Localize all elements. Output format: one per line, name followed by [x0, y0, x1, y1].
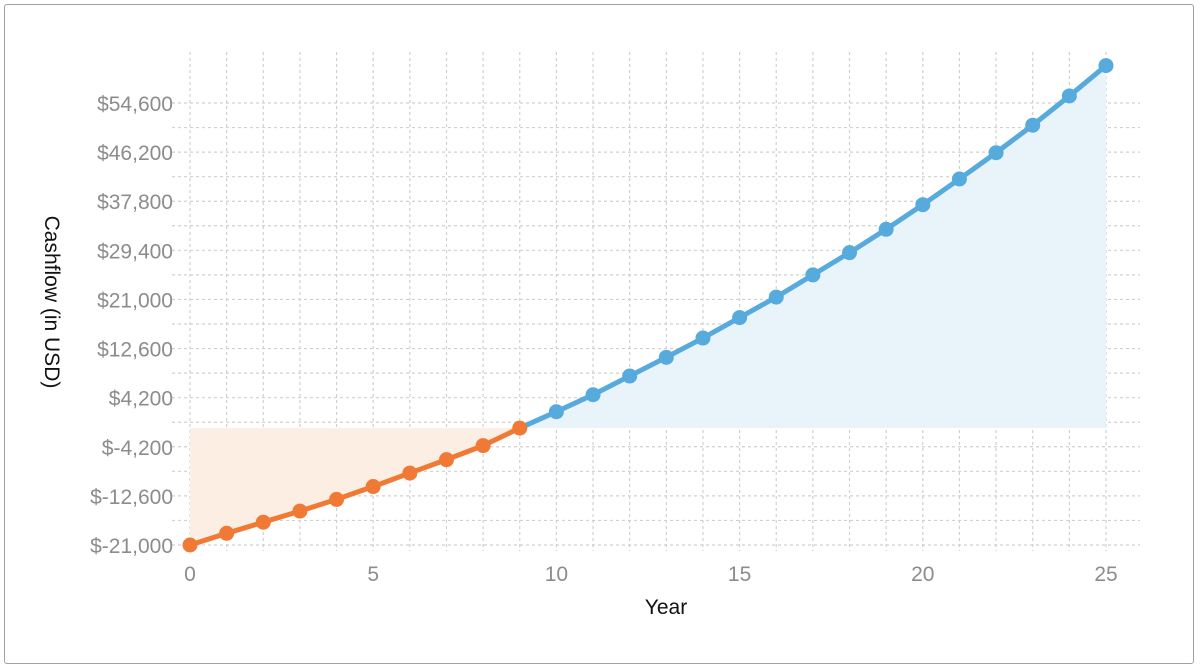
negative-series-line [187, 425, 523, 548]
data-point [438, 452, 454, 468]
data-point [292, 503, 308, 519]
data-point [548, 404, 564, 420]
x-tick-label: 10 [545, 563, 568, 586]
data-point [622, 368, 638, 384]
x-tick-label: 25 [1094, 563, 1117, 586]
data-point [512, 420, 528, 436]
data-point [585, 387, 601, 403]
x-tick-labels: 0 5 10 15 20 25 [184, 563, 1118, 586]
data-point [768, 289, 784, 305]
x-axis-title: Year [645, 596, 687, 619]
data-point [951, 171, 967, 187]
y-tick-label: $21,000 [97, 289, 173, 312]
x-tick-label: 20 [911, 563, 934, 586]
y-tick-label: $-12,600 [90, 486, 173, 509]
data-point [658, 349, 674, 365]
data-point [842, 245, 858, 261]
y-tick-label: $12,600 [97, 339, 173, 362]
data-point [988, 145, 1004, 161]
data-point [695, 330, 711, 346]
y-tick-label: $-4,200 [102, 437, 173, 460]
y-tick-label: $-21,000 [90, 535, 173, 558]
y-tick-label: $4,200 [109, 388, 173, 411]
y-tick-label: $54,600 [97, 93, 173, 116]
data-point [219, 525, 235, 541]
data-point [402, 465, 418, 481]
series-points [182, 58, 1114, 553]
positive-area [519, 65, 1106, 429]
data-point [365, 479, 381, 495]
y-tick-labels: $-21,000 $-12,600 $-4,200 $4,200 $12,600 $21,… [90, 93, 173, 558]
data-point [805, 267, 821, 283]
y-tick-label: $29,400 [97, 240, 173, 263]
data-point [255, 514, 271, 530]
y-axis-title: Cashflow (in USD) [40, 216, 63, 389]
x-tick-label: 0 [184, 563, 196, 586]
data-point [878, 221, 894, 237]
area-fills [190, 65, 1106, 545]
x-tick-label: 15 [728, 563, 751, 586]
data-point [1098, 58, 1114, 74]
y-tick-label: $46,200 [97, 142, 173, 165]
data-point [475, 438, 491, 454]
y-tick-label: $37,800 [97, 191, 173, 214]
negative-area [190, 428, 520, 545]
data-point [915, 197, 931, 213]
data-point [329, 491, 345, 507]
x-tick-label: 5 [367, 563, 379, 586]
data-point [732, 310, 748, 326]
data-point [182, 537, 198, 553]
data-point [1025, 117, 1041, 133]
data-point [1061, 88, 1077, 104]
